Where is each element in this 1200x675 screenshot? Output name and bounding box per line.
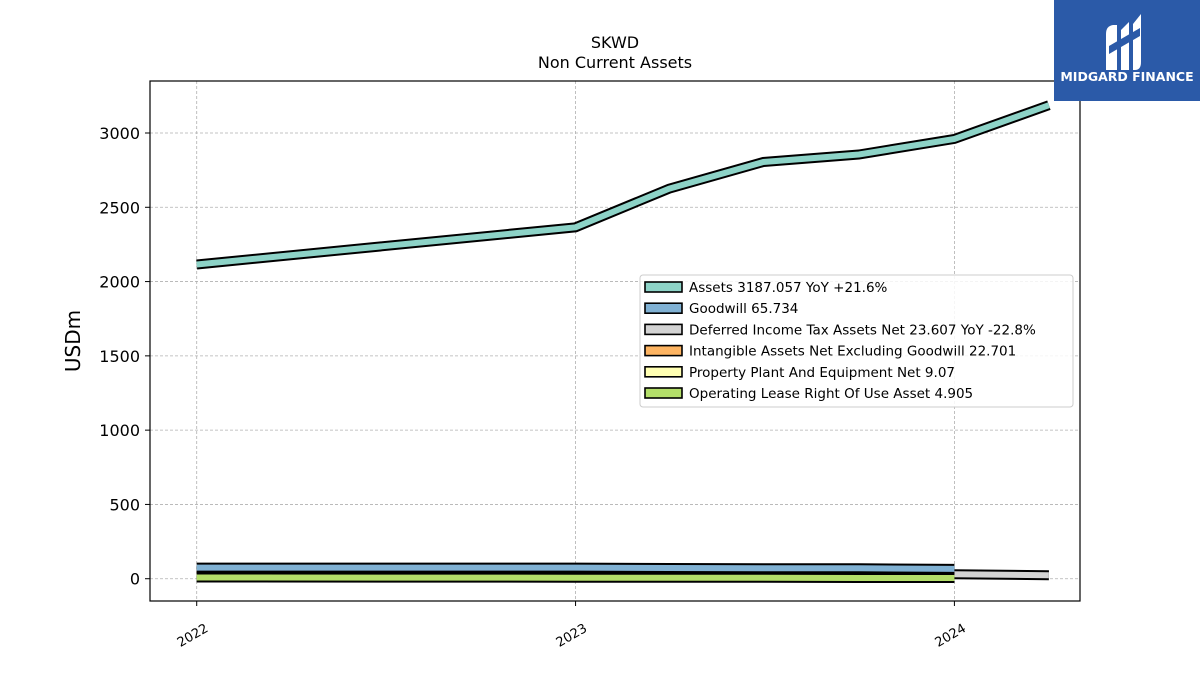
y-tick-label: 1000	[99, 421, 140, 440]
series-layer	[196, 100, 1051, 583]
legend-label: Intangible Assets Net Excluding Goodwill…	[689, 344, 1016, 360]
legend: Assets 3187.057 YoY +21.6% Goodwill 65.73…	[639, 274, 1074, 408]
y-tick-label: 2000	[99, 273, 140, 292]
y-tick-label: 500	[109, 495, 140, 514]
logo-text: MIDGARD FINANCE	[1060, 69, 1193, 84]
y-tick-label: 3000	[99, 124, 140, 143]
y-tick-label: 1500	[99, 347, 140, 366]
legend-label: Deferred Income Tax Assets Net 23.607 Yo…	[689, 322, 1036, 338]
chart-subtitle: Non Current Assets	[538, 53, 692, 72]
y-tick-label: 0	[130, 570, 140, 589]
legend-label: Assets 3187.057 YoY +21.6%	[689, 280, 888, 296]
legend-swatch	[644, 344, 683, 357]
y-axis-label: USDm	[61, 310, 85, 372]
legend-label: Goodwill 65.734	[689, 301, 798, 317]
series-goodwill	[196, 562, 955, 574]
midgard-finance-logo: MIDGARD FINANCE	[1054, 0, 1200, 101]
series-line-outline	[196, 100, 1051, 270]
legend-label: Operating Lease Right Of Use Asset 4.905	[689, 386, 973, 402]
legend-box	[639, 274, 1074, 408]
x-tick-label: 2024	[933, 621, 969, 651]
legend-items: Assets 3187.057 YoY +21.6% Goodwill 65.73…	[644, 280, 1036, 402]
legend-label: Property Plant And Equipment Net 9.07	[689, 365, 955, 381]
chart-title: SKWD	[591, 33, 639, 52]
plot-frame	[149, 80, 1081, 602]
x-tick-label: 2022	[175, 621, 211, 651]
legend-swatch	[644, 387, 683, 399]
series-assets	[196, 100, 1051, 270]
x-tick-label: 2023	[554, 621, 590, 651]
series-line	[196, 564, 955, 572]
legend-swatch	[644, 302, 683, 315]
series-line	[196, 102, 1050, 268]
series-operating-lease-right-of-use-asset	[196, 572, 955, 583]
legend-swatch	[644, 365, 683, 378]
y-tick-label: 2500	[99, 198, 140, 217]
series-line	[196, 574, 955, 581]
logo-mark-icon	[1106, 14, 1141, 70]
legend-swatch	[644, 323, 683, 336]
legend-swatch	[644, 281, 683, 293]
